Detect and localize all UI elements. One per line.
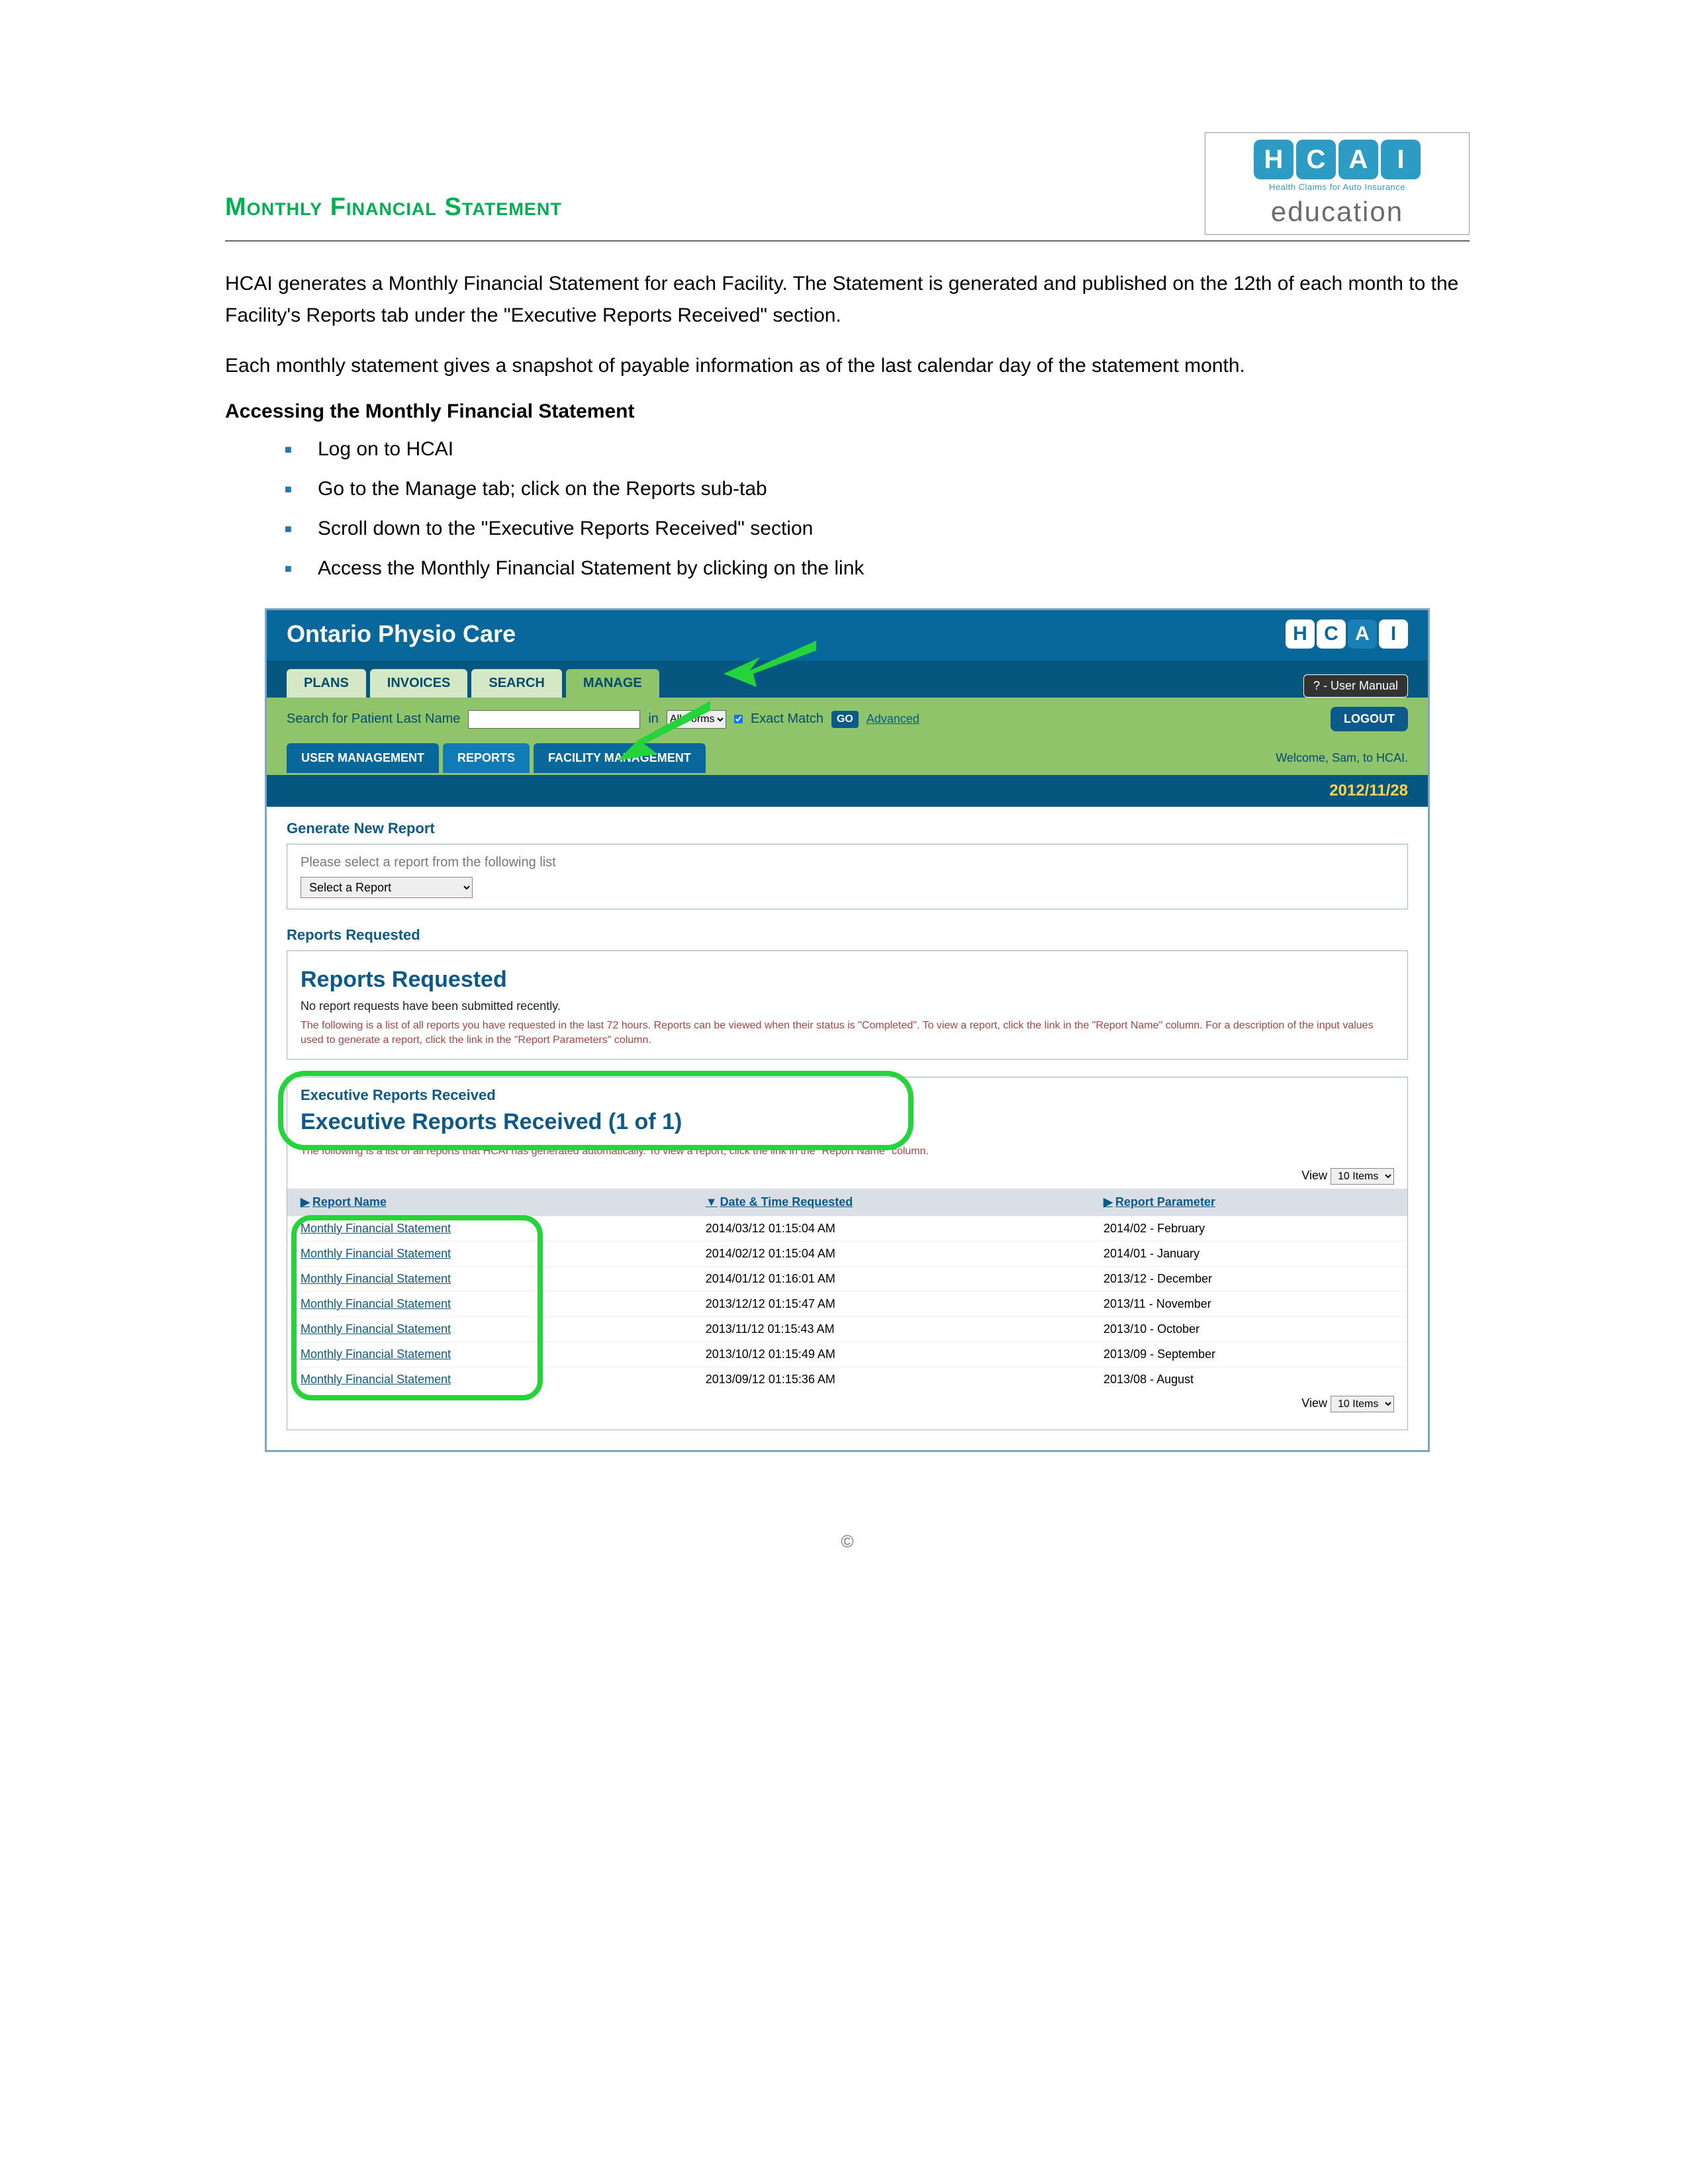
report-param-cell: 2013/10 - October: [1090, 1316, 1407, 1342]
logo-letter: A: [1338, 140, 1378, 179]
col-date-time[interactable]: ▼Date & Time Requested: [692, 1189, 1090, 1216]
welcome-text: Welcome, Sam, to HCAI.: [1276, 751, 1408, 765]
app-screenshot: Ontario Physio Care H C A I PLANS INVOIC…: [265, 608, 1430, 1452]
no-reports-text: No report requests have been submitted r…: [301, 999, 1394, 1013]
logo-letter: H: [1286, 619, 1315, 649]
main-tab-row: PLANS INVOICES SEARCH MANAGE ? - User Ma…: [267, 660, 1428, 698]
logo-letter: I: [1379, 619, 1408, 649]
report-date-cell: 2014/03/12 01:15:04 AM: [692, 1216, 1090, 1241]
logo-letter: I: [1381, 140, 1421, 179]
patient-lastname-input[interactable]: [468, 710, 640, 729]
executive-reports-box: Executive Reports Received Executive Rep…: [287, 1077, 1408, 1430]
step-item: Access the Monthly Financial Statement b…: [318, 549, 1470, 588]
reports-requested-box: Reports Requested No report requests hav…: [287, 950, 1408, 1060]
subtab-reports[interactable]: REPORTS: [443, 743, 530, 773]
logout-button[interactable]: LOGOUT: [1331, 707, 1408, 731]
report-date-cell: 2014/02/12 01:15:04 AM: [692, 1241, 1090, 1266]
logo-subtitle: Health Claims for Auto Insurance: [1215, 182, 1460, 192]
app-title-bar: Ontario Physio Care H C A I: [267, 610, 1428, 660]
section-heading: Accessing the Monthly Financial Statemen…: [225, 400, 1470, 423]
generate-report-heading: Generate New Report: [287, 820, 1408, 837]
view-label: View: [1301, 1169, 1327, 1182]
generate-report-instruction: Please select a report from the followin…: [301, 855, 1394, 870]
search-bar: Search for Patient Last Name in All Form…: [267, 698, 1428, 741]
advanced-search-link[interactable]: Advanced: [867, 712, 919, 726]
view-selector-top: View 10 Items: [287, 1164, 1407, 1189]
current-date-bar: 2012/11/28: [267, 775, 1428, 807]
tab-invoices[interactable]: INVOICES: [370, 669, 468, 698]
logo-letter: H: [1254, 140, 1293, 179]
page-footer: ©: [225, 1531, 1470, 1552]
hcai-education-logo: H C A I Health Claims for Auto Insurance…: [1205, 132, 1470, 235]
generate-report-box: Please select a report from the followin…: [287, 844, 1408, 909]
step-item: Log on to HCAI: [318, 430, 1470, 469]
report-select[interactable]: Select a Report: [301, 877, 473, 898]
report-date-cell: 2013/09/12 01:15:36 AM: [692, 1367, 1090, 1392]
sub-tab-row: USER MANAGEMENT REPORTS FACILITY MANAGEM…: [267, 741, 1428, 775]
report-param-cell: 2014/02 - February: [1090, 1216, 1407, 1241]
report-param-cell: 2013/11 - November: [1090, 1291, 1407, 1316]
go-button[interactable]: GO: [831, 711, 859, 728]
intro-para-1: HCAI generates a Monthly Financial State…: [225, 268, 1470, 332]
reports-requested-heading: Reports Requested: [287, 927, 1408, 944]
header-divider: [225, 240, 1470, 242]
tab-plans[interactable]: PLANS: [287, 669, 366, 698]
logo-letter: C: [1296, 140, 1336, 179]
logo-letter: A: [1348, 619, 1377, 649]
view-items-select[interactable]: 10 Items: [1331, 1396, 1394, 1412]
annotation-arrow-reports: [618, 701, 710, 760]
report-date-cell: 2013/10/12 01:15:49 AM: [692, 1342, 1090, 1367]
doc-title: Monthly Financial Statement: [225, 193, 562, 235]
logo-letter: C: [1317, 619, 1346, 649]
user-manual-link[interactable]: ? - User Manual: [1303, 674, 1408, 698]
reports-requested-title: Reports Requested: [301, 967, 1394, 993]
annotation-oval-exec-heading: [278, 1071, 914, 1150]
hcai-logo-mini: H C A I: [1286, 619, 1408, 649]
exact-match-checkbox[interactable]: [734, 715, 743, 723]
view-label: View: [1301, 1396, 1327, 1410]
view-items-select[interactable]: 10 Items: [1331, 1168, 1394, 1185]
report-param-cell: 2014/01 - January: [1090, 1241, 1407, 1266]
reports-requested-note: The following is a list of all reports y…: [301, 1019, 1394, 1048]
annotation-oval-report-links: [291, 1215, 543, 1400]
steps-list: Log on to HCAI Go to the Manage tab; cli…: [225, 430, 1470, 588]
tab-manage[interactable]: MANAGE: [566, 669, 659, 698]
step-item: Scroll down to the "Executive Reports Re…: [318, 509, 1470, 549]
report-date-cell: 2013/12/12 01:15:47 AM: [692, 1291, 1090, 1316]
annotation-arrow-manage: [724, 641, 816, 687]
report-param-cell: 2013/12 - December: [1090, 1266, 1407, 1291]
intro-para-2: Each monthly statement gives a snapshot …: [225, 350, 1470, 382]
report-date-cell: 2013/11/12 01:15:43 AM: [692, 1316, 1090, 1342]
report-date-cell: 2014/01/12 01:16:01 AM: [692, 1266, 1090, 1291]
report-param-cell: 2013/09 - September: [1090, 1342, 1407, 1367]
col-report-name[interactable]: ▶Report Name: [287, 1189, 692, 1216]
search-label: Search for Patient Last Name: [287, 711, 460, 727]
report-param-cell: 2013/08 - August: [1090, 1367, 1407, 1392]
subtab-user-management[interactable]: USER MANAGEMENT: [287, 743, 439, 773]
exact-match-label: Exact Match: [751, 711, 823, 727]
logo-education: education: [1215, 196, 1460, 228]
step-item: Go to the Manage tab; click on the Repor…: [318, 469, 1470, 509]
facility-name: Ontario Physio Care: [287, 620, 516, 648]
tab-search[interactable]: SEARCH: [471, 669, 561, 698]
col-report-parameter[interactable]: ▶Report Parameter: [1090, 1189, 1407, 1216]
